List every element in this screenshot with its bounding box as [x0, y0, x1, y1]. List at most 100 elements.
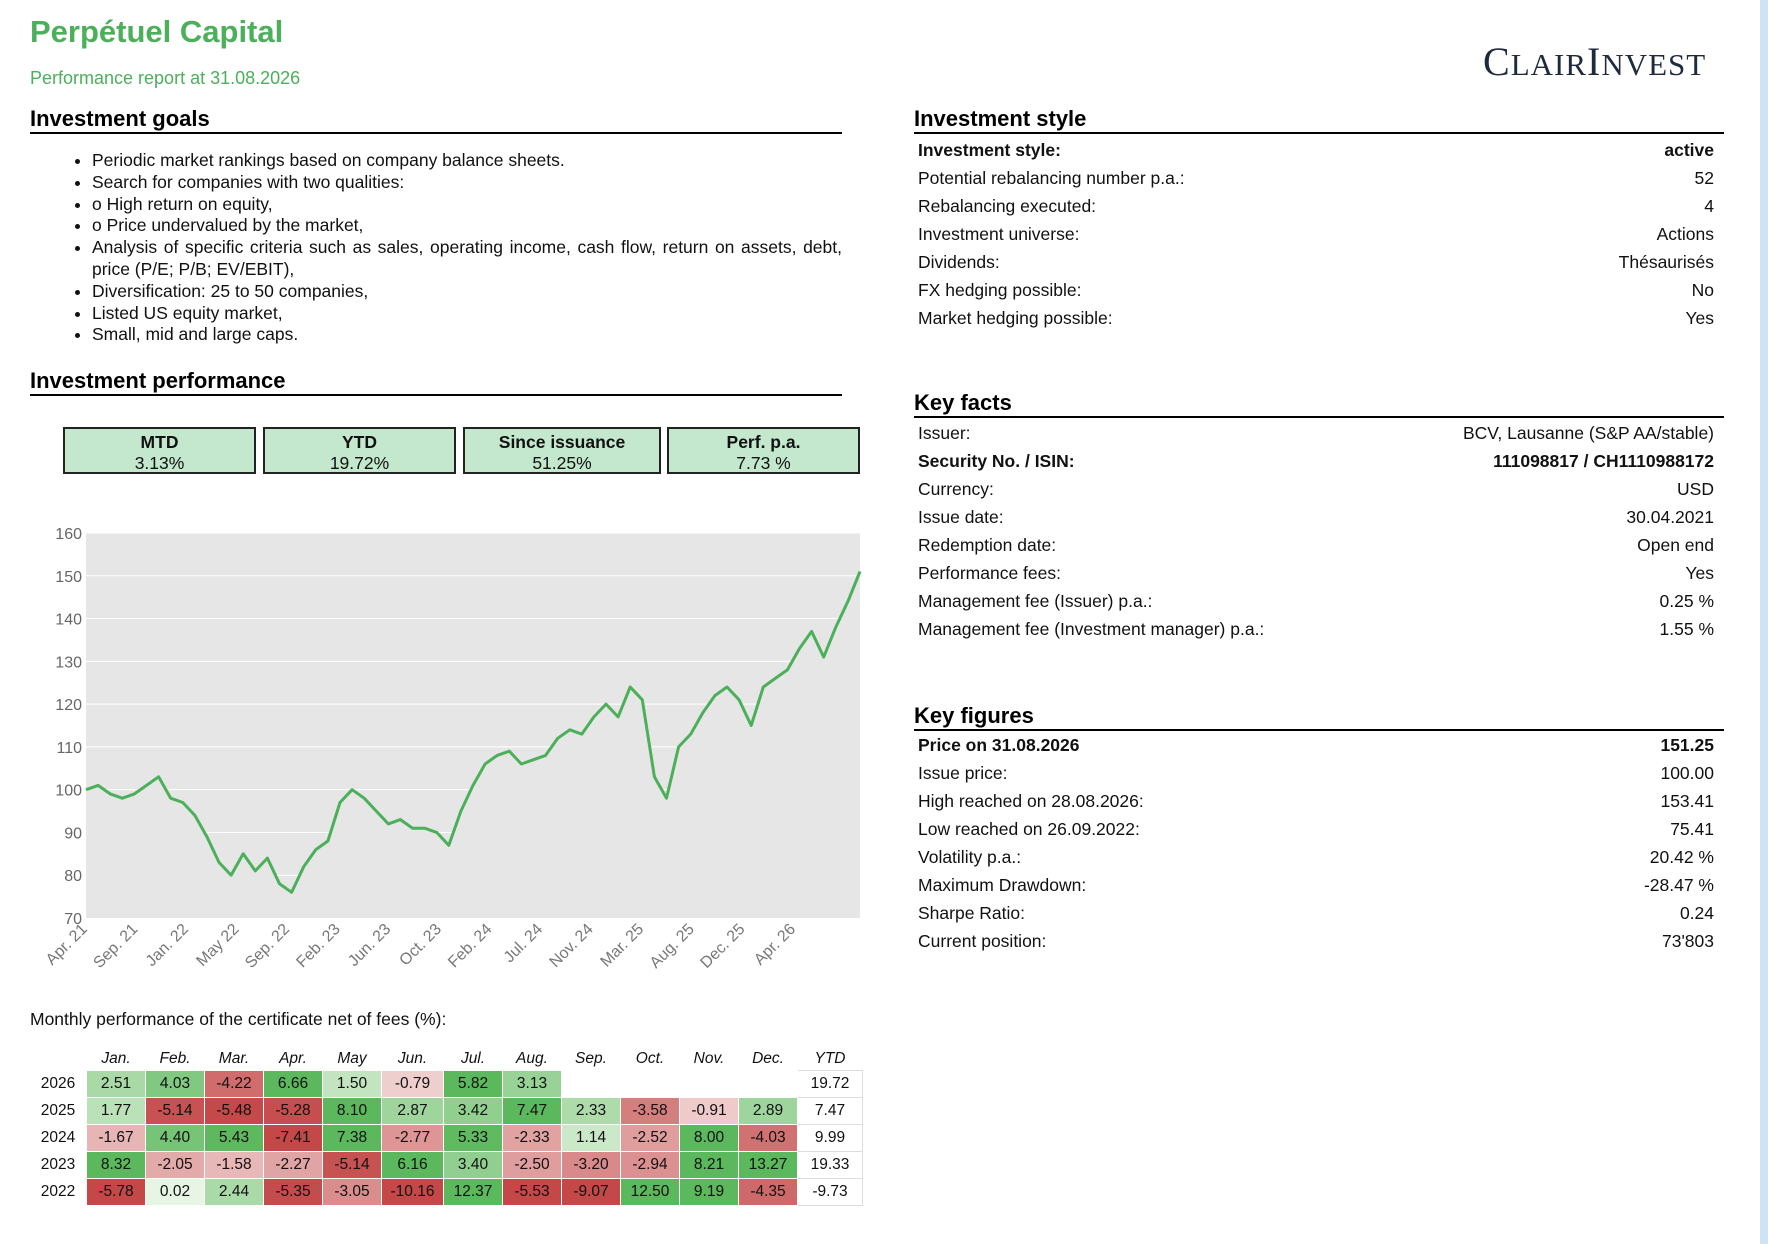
kv-row: Issue date: 30.04.2021 [914, 503, 1718, 531]
month-cell: 3.13 [502, 1070, 562, 1098]
kv-row: Maximum Drawdown: -28.47 % [914, 871, 1718, 899]
kv-value: Yes [1685, 563, 1714, 583]
ytd-cell: 19.33 [797, 1151, 863, 1179]
month-cell: -10.16 [381, 1178, 444, 1206]
kv-row: Price on 31.08.2026 151.25 [914, 731, 1718, 759]
month-cell: 6.66 [263, 1070, 323, 1098]
month-cell: 7.38 [322, 1124, 382, 1152]
kv-label: Currency: [918, 479, 994, 499]
month-cell: 7.47 [502, 1097, 562, 1125]
perf-box-mtd: MTD 3.13% [63, 427, 256, 474]
month-cell: -0.91 [679, 1097, 739, 1125]
month-header: Aug. [516, 1050, 548, 1067]
kv-value: No [1691, 280, 1714, 300]
month-cell: 1.77 [86, 1097, 146, 1125]
series-line [85, 570, 862, 894]
monthly-row: 2023 8.32 -2.05 -1.58 -2.27 -5.14 6.16 3.40 -2.5… [30, 1151, 863, 1179]
perf-box-label: Since issuance [498, 432, 626, 452]
month-cell: -5.78 [86, 1178, 146, 1206]
y-tick-label: 100 [55, 783, 82, 800]
y-tick-label: 150 [55, 569, 82, 586]
y-tick-label: 70 [64, 911, 82, 928]
kv-row: Dividends: Thésaurisés [914, 248, 1718, 276]
kv-label: Potential rebalancing number p.a.: [918, 168, 1185, 188]
year-cell: 2024 [40, 1129, 76, 1146]
month-cell: -2.50 [502, 1151, 562, 1179]
month-cell: 2.51 [86, 1070, 146, 1098]
kv-label: Issuer: [918, 423, 971, 443]
kv-value: 0.25 % [1659, 591, 1714, 611]
kv-label: Market hedging possible: [918, 308, 1113, 328]
kv-value: Yes [1685, 308, 1714, 328]
x-tick-label: Oct. 23 [396, 921, 445, 970]
monthly-row: 2026 2.51 4.03 -4.22 6.66 1.50 -0.79 5.82 3.13 19… [30, 1070, 863, 1098]
kv-label: Management fee (Investment manager) p.a.… [918, 619, 1265, 639]
month-cell [738, 1070, 798, 1098]
kv-label: Security No. / ISIN: [918, 451, 1075, 471]
x-tick-label: Mar. 25 [598, 921, 648, 971]
month-cell: -3.20 [561, 1151, 621, 1179]
kv-value: 153.41 [1660, 791, 1714, 811]
kv-row: Market hedging possible: Yes [914, 304, 1718, 332]
kv-row: Currency: USD [914, 475, 1718, 503]
kv-row: Investment style: active [914, 136, 1718, 164]
month-cell: 8.32 [86, 1151, 146, 1179]
month-header: Apr. [279, 1050, 307, 1067]
x-tick-label: Jun. 23 [345, 921, 394, 970]
kv-value: BCV, Lausanne (S&P AA/stable) [1463, 423, 1714, 443]
month-cell: -9.07 [561, 1178, 621, 1206]
month-cell: 1.14 [561, 1124, 621, 1152]
kv-value: 73'803 [1661, 931, 1714, 951]
y-tick-label: 160 [55, 526, 82, 543]
year-cell: 2023 [40, 1156, 76, 1173]
x-tick-label: Sep. 21 [90, 921, 141, 972]
month-cell: -2.27 [263, 1151, 323, 1179]
kv-value: 75.41 [1670, 819, 1714, 839]
performance-section-title: Investment performance [30, 368, 842, 396]
kv-label: Performance fees: [918, 563, 1061, 583]
month-cell: 2.33 [561, 1097, 621, 1125]
monthly-row: 2025 1.77 -5.14 -5.48 -5.28 8.10 2.87 3.42 7.47 2… [30, 1097, 863, 1125]
kv-label: Rebalancing executed: [918, 196, 1097, 216]
month-header: Mar. [218, 1050, 250, 1067]
monthly-performance-table: Jan. Feb. Mar. Apr. May Jun. Jul. Aug. Sep. Oct. N… [30, 1048, 863, 1206]
kv-label: FX hedging possible: [918, 280, 1082, 300]
month-cell: -5.35 [263, 1178, 323, 1206]
kv-label: Investment style: [918, 140, 1061, 160]
style-list: Investment style: active Potential rebalan… [914, 136, 1718, 332]
ytd-cell: 19.72 [797, 1070, 863, 1098]
month-cell: 2.87 [381, 1097, 444, 1125]
year-cell: 2022 [40, 1183, 76, 1200]
month-cell: -2.33 [502, 1124, 562, 1152]
ytd-cell: 7.47 [797, 1097, 863, 1125]
kv-value: 20.42 % [1649, 847, 1714, 867]
month-cell: -5.28 [263, 1097, 323, 1125]
kv-value: USD [1677, 479, 1714, 499]
area-fill [86, 571, 860, 918]
kv-label: Current position: [918, 931, 1047, 951]
style-section-title: Investment style [914, 106, 1724, 134]
y-tick-label: 110 [56, 740, 82, 757]
month-cell: 3.42 [443, 1097, 503, 1125]
key-facts-list: Issuer: BCV, Lausanne (S&P AA/stable) Secu… [914, 419, 1718, 643]
kv-label: Management fee (Issuer) p.a.: [918, 591, 1153, 611]
perf-box-label: MTD [140, 432, 179, 452]
month-cell: 8.10 [322, 1097, 382, 1125]
month-cell: -5.14 [145, 1097, 205, 1125]
x-tick-label: Apr. 26 [751, 921, 799, 969]
perf-box-perf-pa: Perf. p.a. 7.73 % [667, 427, 860, 474]
perf-box-since-issuance: Since issuance 51.25% [463, 427, 661, 474]
year-cell: 2025 [40, 1102, 76, 1119]
month-cell: 8.00 [679, 1124, 739, 1152]
month-cell: 5.33 [443, 1124, 503, 1152]
month-cell: 4.03 [145, 1070, 205, 1098]
month-header: Nov. [693, 1050, 725, 1067]
goal-item: Listed US equity market, [92, 303, 842, 325]
month-cell: 2.44 [204, 1178, 264, 1206]
kv-value: 1.55 % [1659, 619, 1714, 639]
year-header [30, 1048, 87, 1071]
month-cell: 5.43 [204, 1124, 264, 1152]
perf-box-value: 3.13% [134, 453, 185, 473]
month-cell: -3.05 [322, 1178, 382, 1206]
